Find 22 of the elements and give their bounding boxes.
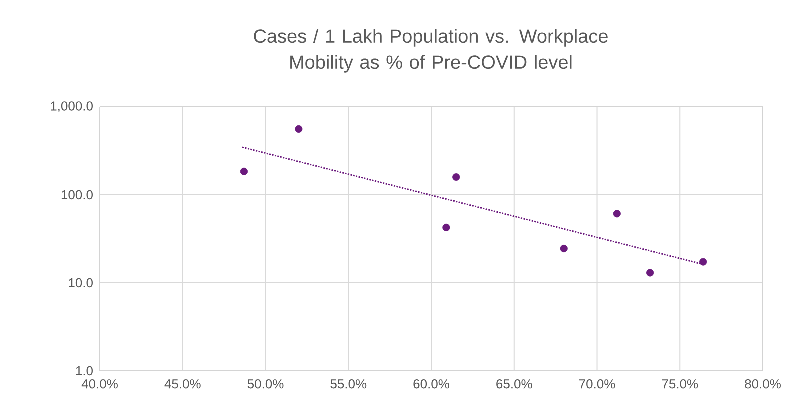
x-tick-label: 50.0% xyxy=(248,380,284,389)
x-tick-label: 55.0% xyxy=(330,380,367,389)
point xyxy=(452,174,460,182)
point xyxy=(646,269,654,277)
x-tick-label: 65.0% xyxy=(496,380,532,389)
point xyxy=(295,125,303,134)
x-tick-label: 60.0% xyxy=(414,380,450,389)
point xyxy=(560,244,568,253)
x-tick-label: 45.0% xyxy=(164,380,201,389)
x-tick-label: 70.0% xyxy=(580,380,616,389)
y-tick-label: 10.0 xyxy=(69,278,93,288)
point xyxy=(442,224,450,232)
chart-title: Cases / 1 Lakh Population vs. Workplace Mobility as % of Pre-COVID level xyxy=(254,29,608,73)
x-tick-label: 75.0% xyxy=(662,380,698,389)
y-tick-label: 1.0 xyxy=(76,366,93,376)
y-tick-label: 100.0 xyxy=(62,190,93,200)
point xyxy=(613,210,621,218)
y-tick-label: 1,000.0 xyxy=(51,102,93,112)
x-tick-label: 40.0% xyxy=(82,380,118,389)
x-tick-label: 80.0% xyxy=(745,380,781,389)
point xyxy=(240,168,248,176)
point xyxy=(700,258,708,266)
